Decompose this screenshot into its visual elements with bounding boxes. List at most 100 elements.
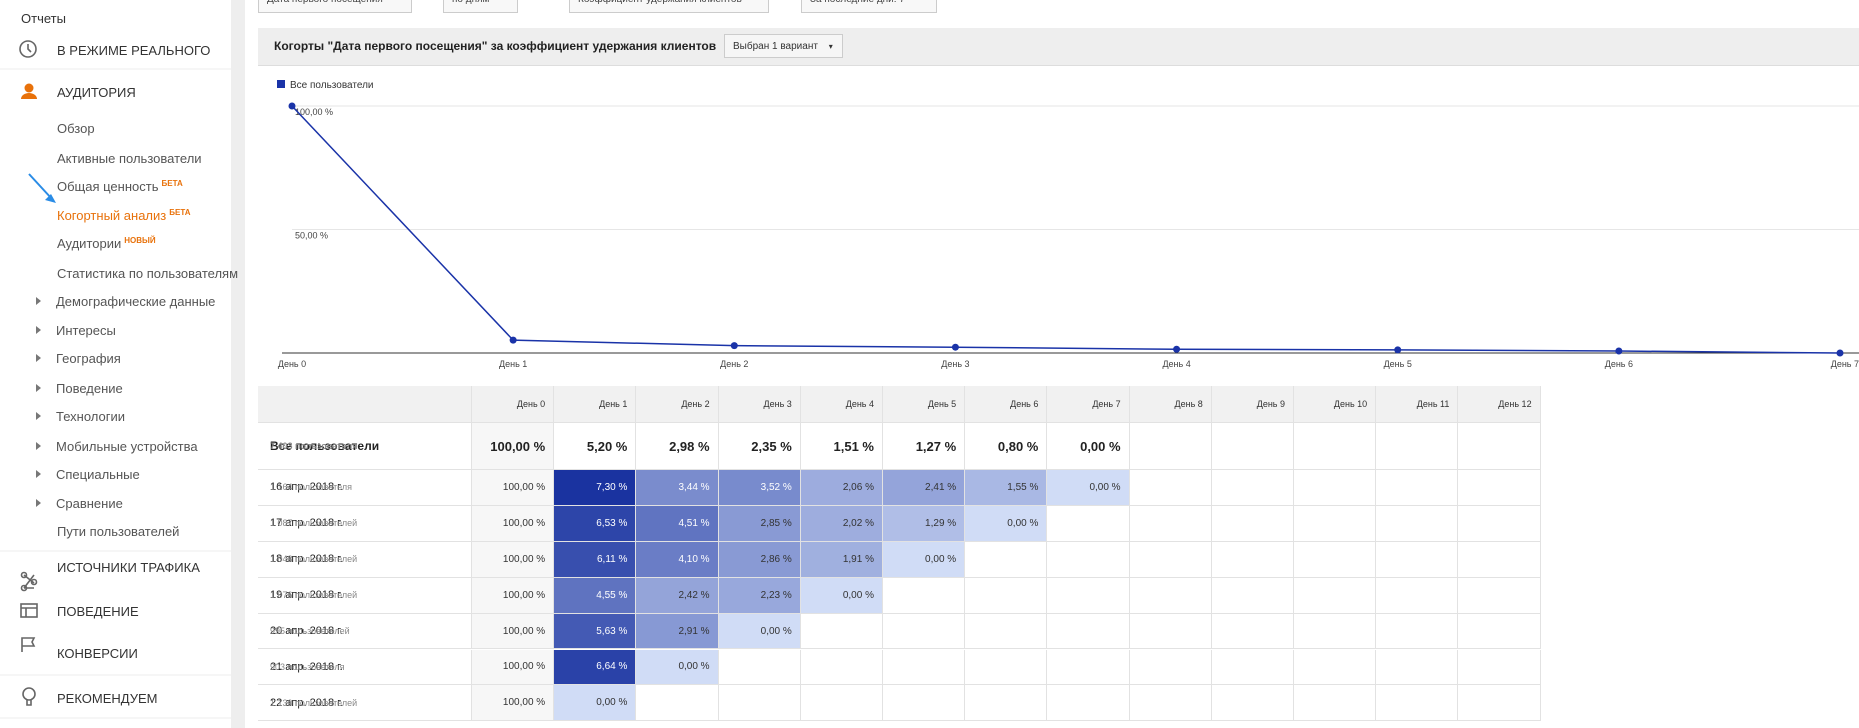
row-users: 1 130 пользователей (270, 697, 358, 708)
nav-group[interactable]: Технологии (56, 409, 126, 424)
cohort-cell: 4,55 % (554, 577, 637, 614)
nav-group[interactable]: Сравнение (56, 496, 123, 511)
empty-cell (1129, 505, 1212, 542)
nav-section[interactable]: РЕКОМЕНДУЕМ (57, 691, 158, 706)
empty-cell (1294, 613, 1377, 650)
dropdown[interactable]: Коэффициент удержания клиентов (569, 0, 769, 13)
cohort-cell: 6,64 % (554, 649, 637, 686)
cohort-cell: 1,55 % (965, 470, 1048, 506)
cohort-cell: 2,42 % (636, 577, 719, 614)
empty-cell (1211, 470, 1294, 506)
row-title: 22 апр. 2018 г. (270, 696, 343, 709)
empty-cell (1376, 470, 1459, 506)
summary-cell: 5,20 % (554, 423, 637, 470)
empty-cell (1211, 577, 1294, 614)
empty-cell (1047, 541, 1130, 578)
nav-section[interactable]: ПОВЕДЕНИЕ (57, 604, 139, 619)
badge: НОВЫЙ (124, 236, 156, 245)
nav-item[interactable]: Аудитории НОВЫЙ (57, 236, 156, 251)
dropdown[interactable]: по дням (443, 0, 518, 13)
empty-cell (965, 541, 1048, 578)
row-title: 16 апр. 2018 г. (270, 481, 343, 494)
empty-cell (1129, 423, 1212, 470)
column-header: День 0 (472, 386, 555, 423)
summary-cell: 1,27 % (883, 423, 966, 470)
cohort-cell: 2,06 % (800, 470, 883, 506)
x-tick-label: День 2 (720, 359, 748, 369)
column-header: День 10 (1294, 386, 1377, 423)
row-users: 903 пользователя (270, 661, 345, 672)
row-users: 1 048 пользователей (270, 554, 358, 565)
dropdown[interactable]: За последние дни: 7 (801, 0, 937, 13)
cohort-cell: 3,44 % (636, 470, 719, 506)
row-title: 21 апр. 2018 г. (270, 660, 343, 673)
dropdown[interactable]: Дата первого посещения (258, 0, 412, 13)
row-label: 18 апр. 2018 г. 1 048 пользователей (258, 541, 472, 578)
cohort-cell: 100,00 % (472, 613, 555, 650)
cohort-cell: 6,11 % (554, 541, 637, 578)
badge: БЕТА (161, 179, 183, 188)
variant-dropdown[interactable]: Выбран 1 вариант ▾ (724, 34, 843, 58)
point (1394, 346, 1402, 354)
empty-cell (800, 685, 883, 722)
row-title: 19 апр. 2018 г. (270, 589, 343, 602)
cohort-cell: 0,00 % (554, 685, 637, 722)
cohort-cell: 100,00 % (472, 577, 555, 614)
column-header: День 2 (636, 386, 719, 423)
nav-group[interactable]: Специальные (56, 467, 140, 482)
empty-cell (1047, 685, 1130, 722)
x-tick-label: День 0 (278, 359, 306, 369)
y-tick-label: 50,00 % (295, 231, 328, 241)
nav-item[interactable]: Когортный анализ БЕТА (57, 208, 191, 223)
nav-item[interactable]: Активные пользователи (57, 151, 202, 166)
nav-section[interactable]: ИСТОЧНИКИ ТРАФИКА (57, 560, 200, 575)
nav-section[interactable]: КОНВЕРСИИ (57, 646, 138, 661)
nav-group[interactable]: Интересы (56, 323, 116, 338)
cohort-cell: 2,02 % (800, 505, 883, 542)
row-label: 17 апр. 2018 г. 1 087 пользователей (258, 505, 472, 542)
nav-item[interactable]: Общая ценность БЕТА (57, 179, 183, 194)
nav-item[interactable]: Статистика по пользователям (57, 266, 239, 281)
nav-item[interactable]: Обзор (57, 121, 95, 136)
x-tick-label: День 7 (1831, 359, 1859, 369)
row-label: 20 апр. 2018 г. 995 пользователей (258, 613, 472, 650)
variant-label: Выбран 1 вариант (733, 41, 818, 52)
empty-cell (1211, 613, 1294, 650)
empty-cell (1294, 423, 1377, 470)
empty-cell (965, 577, 1048, 614)
report-header (258, 28, 1859, 66)
cohort-cell: 0,00 % (718, 613, 801, 650)
point (1615, 347, 1623, 355)
empty-cell (883, 649, 966, 686)
empty-cell (800, 649, 883, 686)
empty-cell (1211, 505, 1294, 542)
empty-cell (718, 649, 801, 686)
row-title: 17 апр. 2018 г. (270, 517, 343, 530)
empty-cell (1211, 649, 1294, 686)
empty-cell (636, 685, 719, 722)
nav-group[interactable]: Мобильные устройства (56, 439, 198, 454)
column-header: День 9 (1211, 386, 1294, 423)
report-title: Когорты "Дата первого посещения" за коэф… (274, 39, 717, 53)
nav-group[interactable]: Демографические данные (56, 294, 216, 309)
empty-cell (1458, 470, 1541, 506)
cohort-cell: 2,86 % (718, 541, 801, 578)
column-header: День 8 (1129, 386, 1212, 423)
header-cell (258, 386, 472, 423)
cohort-cell: 2,85 % (718, 505, 801, 542)
chart: Все пользователи 100,00 % 50,00 % День 0 Ден… (277, 80, 1859, 369)
row-title: 20 апр. 2018 г. (270, 625, 343, 638)
cohort-cell: 5,63 % (554, 613, 637, 650)
point (951, 343, 959, 351)
empty-cell (883, 577, 966, 614)
empty-cell (1047, 649, 1130, 686)
point (288, 102, 296, 110)
column-header: День 3 (718, 386, 801, 423)
row-users: 7 403 пользователя (270, 441, 358, 451)
x-tick-label: День 4 (1162, 359, 1190, 369)
nav-group[interactable]: География (56, 351, 121, 366)
nav-group[interactable]: Поведение (56, 381, 123, 396)
empty-cell (1458, 649, 1541, 686)
row-label: 21 апр. 2018 г. 903 пользователя (258, 649, 472, 686)
column-header: День 11 (1376, 386, 1459, 423)
